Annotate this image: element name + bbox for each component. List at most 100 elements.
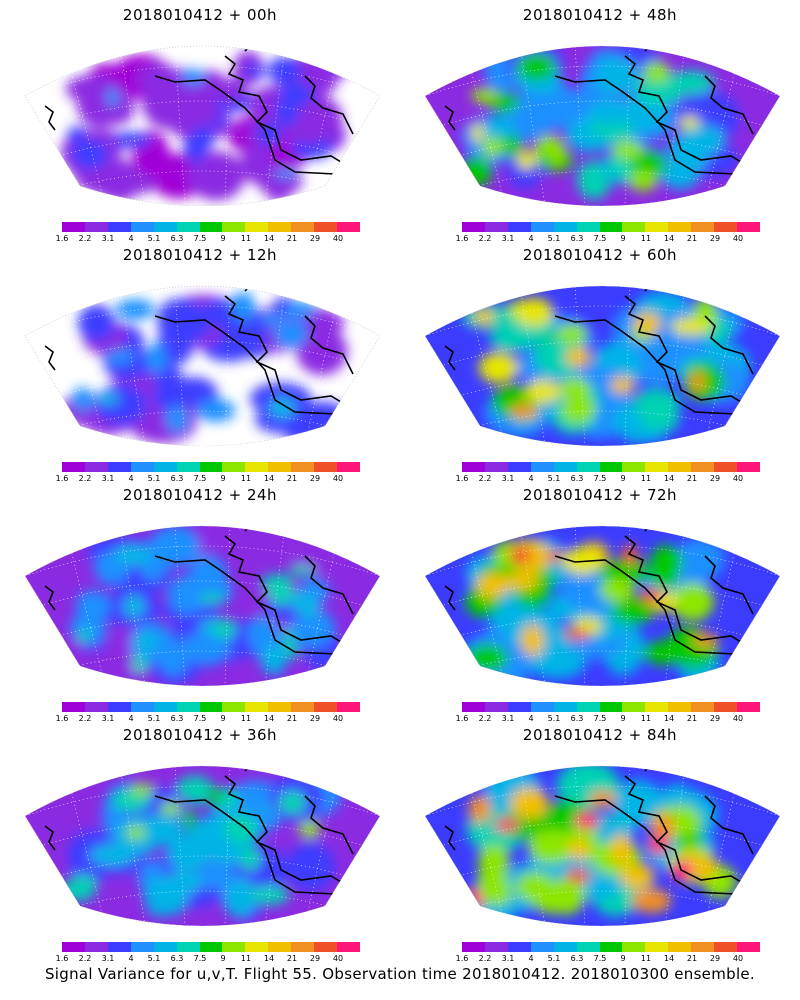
colorbar-tick-label: 29 xyxy=(309,474,321,483)
colorbar-segment xyxy=(530,222,554,232)
colorbar-tick-label: 14 xyxy=(663,474,675,483)
colorbar-segment xyxy=(553,942,577,952)
colorbar-labels: 1.6 2.2 3.1 4 5.1 6.3 7.5 9 11 14 21 29 40 xyxy=(55,474,355,484)
colorbar-segment xyxy=(507,462,531,472)
colorbar-segment xyxy=(291,462,315,472)
colorbar-segment xyxy=(530,702,554,712)
colorbar-segment xyxy=(645,222,669,232)
colorbar-tick-label: 3.1 xyxy=(501,954,515,963)
colorbar-segment xyxy=(130,462,154,472)
colorbar-tick-label: 21 xyxy=(286,234,298,243)
colorbar-tick-label: 7.5 xyxy=(193,714,207,723)
colorbar-tick-label: 11 xyxy=(240,714,252,723)
colorbar-labels: 1.6 2.2 3.1 4 5.1 6.3 7.5 9 11 14 21 29 40 xyxy=(55,954,355,964)
colorbar-segment xyxy=(553,462,577,472)
colorbar-tick-label: 9 xyxy=(620,474,626,483)
colorbar-segment xyxy=(291,702,315,712)
colorbar xyxy=(62,222,360,232)
colorbar-segment xyxy=(314,222,338,232)
map-panel: 2018010412 + 72h 1.6 2.2 3.1 4 5.1 6.3 7.5 9 11 14… xyxy=(400,480,800,723)
colorbar-segment xyxy=(576,942,600,952)
colorbar-tick-label: 1.6 xyxy=(55,714,69,723)
colorbar-segment xyxy=(199,222,223,232)
colorbar-tick-label: 6.3 xyxy=(170,234,184,243)
colorbar-segment xyxy=(62,942,85,952)
variance-map xyxy=(425,285,780,446)
colorbar-segment xyxy=(622,222,646,232)
colorbar-segment xyxy=(576,222,600,232)
colorbar-tick-label: 40 xyxy=(332,954,344,963)
colorbar-tick-label: 5.1 xyxy=(547,474,561,483)
colorbar-segment xyxy=(337,222,360,232)
colorbar-tick-label: 3.1 xyxy=(501,234,515,243)
colorbar-segment xyxy=(484,222,508,232)
colorbar-tick-label: 3.1 xyxy=(101,234,115,243)
colorbar-segment xyxy=(691,942,715,952)
colorbar-tick-label: 11 xyxy=(240,234,252,243)
colorbar-segment xyxy=(291,942,315,952)
colorbar-tick-label: 4 xyxy=(528,714,534,723)
colorbar-segment xyxy=(268,702,292,712)
colorbar-segment xyxy=(337,462,360,472)
map-panel: 2018010412 + 12h 1.6 2.2 3.1 4 5.1 6.3 7.5 9 11 14… xyxy=(0,240,400,483)
variance-map xyxy=(25,525,380,686)
colorbar-tick-label: 6.3 xyxy=(570,954,584,963)
colorbar-segment xyxy=(668,222,692,232)
colorbar-labels: 1.6 2.2 3.1 4 5.1 6.3 7.5 9 11 14 21 29 40 xyxy=(455,234,755,244)
colorbar-segment xyxy=(484,702,508,712)
colorbar-segment xyxy=(462,222,485,232)
colorbar-tick-label: 7.5 xyxy=(593,954,607,963)
colorbar-tick-label: 14 xyxy=(663,954,675,963)
colorbar-segment xyxy=(222,222,246,232)
variance-map xyxy=(425,45,780,206)
colorbar-segment xyxy=(645,462,669,472)
colorbar-segment xyxy=(130,702,154,712)
colorbar-segment xyxy=(337,702,360,712)
colorbar-tick-label: 6.3 xyxy=(170,954,184,963)
colorbar-tick-label: 21 xyxy=(686,954,698,963)
colorbar-segment xyxy=(622,462,646,472)
colorbar-tick-label: 6.3 xyxy=(570,474,584,483)
colorbar-tick-label: 7.5 xyxy=(593,234,607,243)
colorbar-segment xyxy=(245,222,269,232)
colorbar-segment xyxy=(222,462,246,472)
colorbar-tick-label: 2.2 xyxy=(478,234,492,243)
colorbar-segment xyxy=(714,942,738,952)
colorbar-tick-label: 9 xyxy=(220,234,226,243)
colorbar-segment xyxy=(576,702,600,712)
colorbar-tick-label: 2.2 xyxy=(78,714,92,723)
colorbar-tick-label: 5.1 xyxy=(547,714,561,723)
colorbar-segment xyxy=(222,942,246,952)
colorbar-tick-label: 40 xyxy=(732,234,744,243)
colorbar-segment xyxy=(130,942,154,952)
colorbar xyxy=(62,942,360,952)
colorbar-tick-label: 3.1 xyxy=(501,474,515,483)
colorbar-segment xyxy=(62,702,85,712)
colorbar-tick-label: 14 xyxy=(263,954,275,963)
colorbar-segment xyxy=(599,942,623,952)
colorbar-segment xyxy=(484,942,508,952)
colorbar-tick-label: 29 xyxy=(709,714,721,723)
colorbar-segment xyxy=(314,942,338,952)
colorbar-tick-label: 7.5 xyxy=(193,474,207,483)
colorbar-segment xyxy=(153,942,177,952)
colorbar-tick-label: 7.5 xyxy=(193,954,207,963)
variance-map xyxy=(425,525,780,686)
colorbar-tick-label: 6.3 xyxy=(570,714,584,723)
map-panel: 2018010412 + 00h 1.6 2.2 3.1 4 5.1 6.3 7.5 9 11 14… xyxy=(0,0,400,243)
map-panel: 2018010412 + 24h 1.6 2.2 3.1 4 5.1 6.3 7.5 9 11 14… xyxy=(0,480,400,723)
colorbar-segment xyxy=(62,222,85,232)
figure-caption: Signal Variance for u,v,T. Flight 55. Ob… xyxy=(44,965,756,983)
colorbar-tick-label: 11 xyxy=(240,474,252,483)
colorbar xyxy=(62,462,360,472)
colorbar-tick-label: 7.5 xyxy=(593,474,607,483)
colorbar-segment xyxy=(668,942,692,952)
colorbar-tick-label: 1.6 xyxy=(455,234,469,243)
colorbar-segment xyxy=(622,702,646,712)
colorbar-segment xyxy=(737,222,760,232)
colorbar-segment xyxy=(462,942,485,952)
colorbar-segment xyxy=(576,462,600,472)
colorbar-tick-label: 9 xyxy=(220,954,226,963)
colorbar-segment xyxy=(507,222,531,232)
colorbar-segment xyxy=(176,702,200,712)
